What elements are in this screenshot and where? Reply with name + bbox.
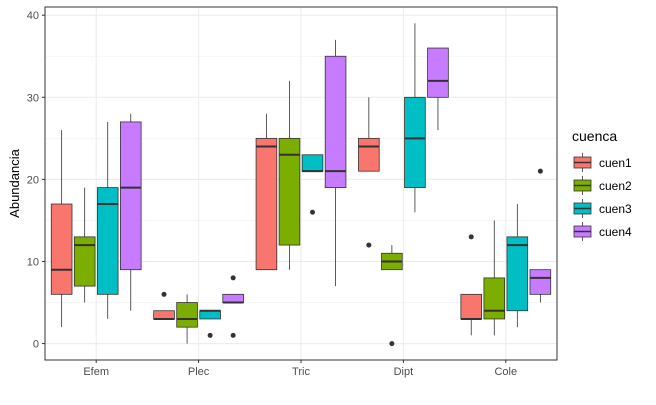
y-tick-label: 30 xyxy=(27,92,39,104)
box xyxy=(199,310,221,320)
box-series xyxy=(50,23,552,347)
y-tick-label: 10 xyxy=(27,256,39,268)
box xyxy=(460,293,483,320)
x-axis: Efem Plec Tric Dipt Cole xyxy=(83,360,517,378)
outlier-point xyxy=(161,291,167,297)
box xyxy=(301,154,324,172)
legend-title: cuenca xyxy=(572,128,617,144)
box xyxy=(483,277,506,320)
y-tick-label: 20 xyxy=(27,174,39,186)
box xyxy=(153,310,175,320)
outlier-point xyxy=(310,209,316,215)
legend-item-cuen2: cuen2 xyxy=(572,175,632,196)
box xyxy=(222,293,244,303)
box xyxy=(278,137,301,246)
box xyxy=(119,121,142,271)
legend-item-cuen4: cuen4 xyxy=(572,221,632,242)
box xyxy=(404,96,426,189)
outlier-point xyxy=(230,332,236,338)
box xyxy=(506,236,529,312)
legend-label: cuen4 xyxy=(599,225,632,239)
x-tick-label: Cole xyxy=(494,366,517,378)
y-tick-label: 40 xyxy=(27,10,39,22)
outlier-point xyxy=(537,168,543,174)
y-tick-label: 0 xyxy=(33,339,39,351)
box xyxy=(324,55,347,189)
box xyxy=(529,269,552,295)
legend-label: cuen1 xyxy=(599,156,632,170)
y-axis: 0 10 20 30 40 xyxy=(27,10,45,351)
outlier-point xyxy=(366,242,372,248)
legend-label: cuen3 xyxy=(599,202,632,216)
legend-item-cuen1: cuen1 xyxy=(572,152,632,173)
box xyxy=(427,47,449,98)
series-cuen1 xyxy=(50,97,483,336)
legend-item-cuen3: cuen3 xyxy=(572,198,632,219)
y-axis-title: Abundancia xyxy=(7,148,22,217)
box xyxy=(96,187,119,295)
box xyxy=(73,236,96,287)
x-tick-label: Dipt xyxy=(394,366,414,378)
outlier-point xyxy=(207,332,213,338)
series-cuen4 xyxy=(119,39,552,338)
series-cuen2 xyxy=(73,80,506,347)
box xyxy=(255,137,278,271)
box xyxy=(358,137,380,172)
x-tick-label: Tric xyxy=(292,366,310,378)
box xyxy=(176,302,198,328)
x-tick-label: Plec xyxy=(188,366,210,378)
outlier-point xyxy=(230,275,236,281)
x-tick-label: Efem xyxy=(83,366,109,378)
legend-label: cuen2 xyxy=(599,179,632,193)
legend: cuenca cuen1 cuen2 cuen3 cuen4 xyxy=(572,128,632,242)
series-cuen3 xyxy=(96,23,529,338)
outlier-point xyxy=(389,341,395,347)
outlier-point xyxy=(468,234,474,240)
box xyxy=(50,203,73,295)
